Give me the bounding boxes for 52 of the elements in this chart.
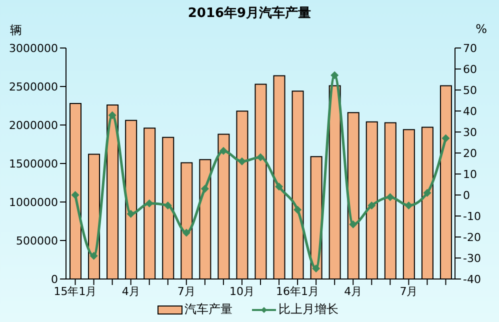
point [368,202,376,210]
point [238,157,246,166]
point [312,264,320,272]
x-tick-label: 15年1月 [54,284,97,298]
point [71,191,80,199]
y2-axis-title: % [476,22,487,36]
point [404,202,413,210]
x-tick-label: 10月 [229,284,254,298]
point [294,206,302,214]
point [145,199,154,208]
point [256,153,264,162]
legend-label: 汽车产量 [184,301,232,318]
point [182,228,190,237]
point [442,134,450,142]
y-axis-title: 辆 [10,22,22,39]
y-tick-label: 3000000 [9,42,58,55]
y-tick-label: 1500000 [9,157,58,170]
y2-tick-label: 70 [463,42,477,55]
point [108,111,116,120]
y2-tick-label: 10 [463,168,477,181]
y2-tick-label: -30 [463,252,481,265]
point [330,71,339,80]
point [349,220,358,228]
y2-tick-label: 0 [463,188,470,202]
y2-tick-label: -20 [463,230,481,244]
y2-tick-label: 60 [463,62,477,76]
y2-tick-label: 40 [463,104,477,118]
x-tick-label: 4月 [344,284,362,298]
point [423,188,432,197]
y2-tick-label: -10 [463,210,481,223]
x-tick-label: 7月 [177,284,196,298]
y-tick-label: 500000 [16,234,58,248]
y2-tick-label: 20 [463,146,477,160]
chart-title: 2016年9月汽车产量 [186,4,312,22]
y-tick-label: 0 [51,272,58,286]
y2-tick-label: -40 [463,272,481,286]
point [275,182,284,191]
point [386,193,394,202]
legend-label: 比上月增长 [278,301,338,318]
point [219,146,228,155]
point [200,184,209,193]
y2-tick-label: 30 [463,126,477,139]
y-tick-label: 2000000 [9,118,58,132]
x-tick-label: 7月 [400,284,418,298]
y2-tick-label: 50 [463,84,477,97]
point [90,252,98,260]
y-tick-label: 2500000 [9,80,58,94]
point [126,210,135,218]
x-tick-label: 16年1月 [276,284,320,298]
y-tick-label: 1000000 [9,196,58,209]
point [164,202,172,210]
x-tick-label: 4月 [122,284,140,298]
